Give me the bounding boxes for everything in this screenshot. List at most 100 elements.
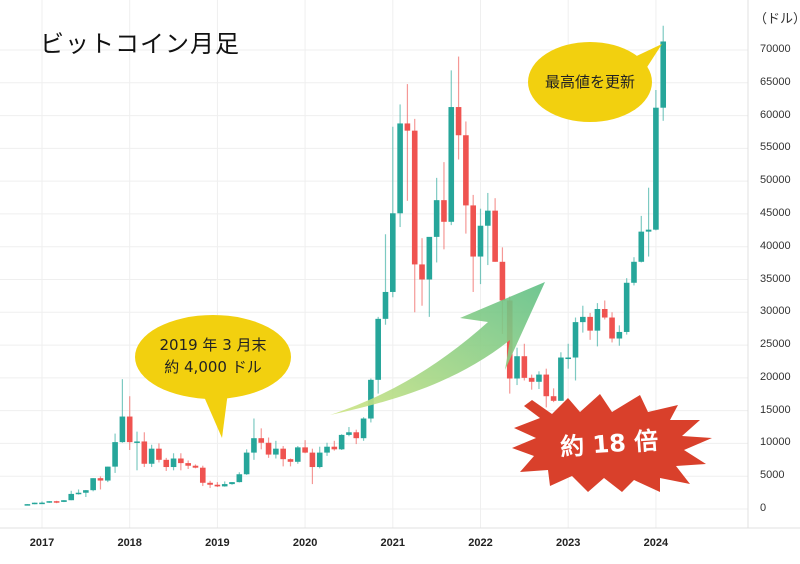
candle [75, 492, 82, 495]
callout-2019-text: 2019 年 3 月末 約 4,000 ドル [140, 334, 286, 378]
page-title: ビットコイン月足 [40, 30, 240, 58]
y-tick-label: 65000 [760, 75, 791, 88]
x-tick-label: 2024 [643, 537, 669, 549]
candle [185, 463, 191, 466]
y-tick-label: 70000 [760, 43, 791, 55]
candle [265, 442, 272, 455]
candle [302, 447, 308, 453]
candle [565, 357, 571, 360]
candle [90, 478, 96, 491]
candle [499, 261, 506, 301]
candle [214, 484, 221, 487]
candle [119, 416, 126, 443]
candle [485, 210, 491, 226]
candle [229, 482, 235, 485]
x-tick-label: 2020 [292, 537, 318, 549]
candle [528, 377, 535, 382]
candle [207, 482, 213, 485]
x-tick-label: 2019 [205, 537, 230, 549]
candle [514, 356, 520, 379]
candle [580, 316, 586, 323]
candles [24, 25, 667, 506]
candle [594, 309, 601, 331]
candle [653, 107, 659, 230]
candle [148, 448, 155, 464]
callout-bubble-ath [528, 42, 662, 122]
candle [104, 466, 111, 481]
candle [631, 261, 637, 283]
candle [141, 441, 148, 464]
candle [134, 441, 140, 443]
burst-shape [512, 394, 712, 492]
candle [178, 458, 184, 464]
candle [61, 500, 67, 502]
callout-2019-line2: 約 4,000 ドル [164, 358, 262, 376]
y-tick-label: 5000 [760, 469, 785, 482]
candle [390, 213, 396, 292]
candle [404, 123, 411, 131]
candle [536, 374, 542, 382]
y-tick-label: 60000 [760, 108, 791, 121]
candle [170, 458, 177, 468]
candle [273, 448, 279, 455]
candle [221, 484, 228, 487]
candle [31, 502, 38, 505]
candle [316, 452, 323, 468]
y-tick-label: 0 [760, 502, 767, 514]
y-tick-label: 55000 [760, 141, 791, 154]
candle [382, 291, 389, 319]
candle [163, 459, 170, 468]
y-tick-label: 25000 [760, 338, 791, 351]
candle [411, 130, 418, 265]
candle [543, 374, 550, 397]
y-tick-label: 40000 [760, 239, 791, 252]
candle [550, 396, 557, 401]
candle [448, 107, 455, 222]
candle [419, 264, 425, 280]
candle [572, 322, 579, 358]
x-tick-label: 2023 [555, 537, 581, 549]
candle [587, 316, 593, 331]
callout-bubble-2019 [135, 315, 291, 438]
candle [251, 438, 257, 453]
y-tick-label: 50000 [760, 174, 791, 187]
x-tick-label: 2022 [468, 537, 493, 549]
candle [243, 452, 250, 475]
candle [294, 447, 301, 462]
callout-ath-text: 最高値を更新 [544, 73, 635, 91]
y-tick-label: 30000 [760, 305, 791, 318]
candle [638, 231, 645, 262]
y-axis-unit-label: （ドル） [754, 12, 800, 27]
candle [601, 309, 608, 318]
y-tick-label: 45000 [760, 206, 791, 219]
candle [521, 356, 528, 378]
candle [433, 200, 440, 237]
candle [441, 200, 447, 222]
candle [46, 501, 53, 503]
y-tick-label: 35000 [760, 272, 791, 285]
candle [199, 467, 206, 483]
growth-arrow [330, 282, 545, 415]
candle [24, 504, 31, 506]
candle [112, 442, 118, 467]
burst-text: 約 18 倍 [559, 426, 660, 462]
candle [360, 418, 367, 439]
candle [645, 229, 652, 232]
y-tick-label: 20000 [760, 370, 791, 383]
candle [616, 331, 623, 339]
candle [236, 474, 243, 483]
candle [97, 478, 104, 481]
candle [39, 502, 45, 505]
candle [492, 210, 498, 262]
candle [287, 459, 294, 462]
y-tick-label: 10000 [760, 436, 791, 449]
candle [426, 236, 433, 280]
candle [192, 465, 199, 468]
y-tick-label: 15000 [760, 403, 791, 416]
candle [258, 438, 265, 443]
candle [455, 107, 462, 136]
candle [477, 225, 484, 257]
candle [660, 41, 667, 108]
x-tick-label: 2017 [29, 537, 55, 549]
